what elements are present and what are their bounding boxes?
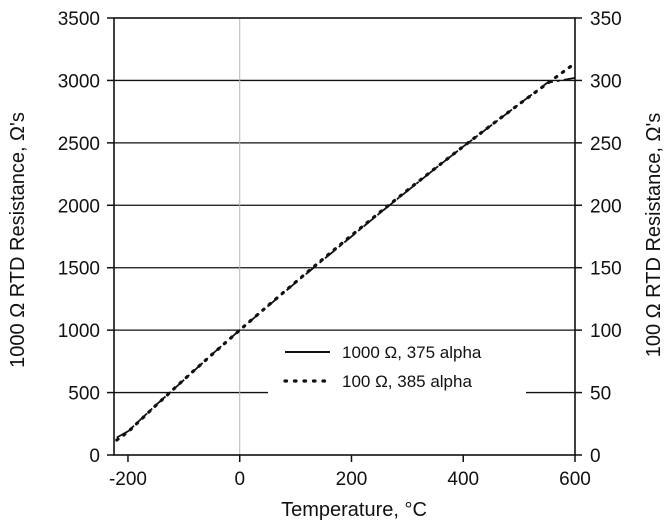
x-tick-label-0: 0 [234,469,245,490]
left-tick-label-1000: 1000 [58,321,100,342]
legend-label-1000-ohm: 1000 Ω, 375 alpha [342,343,482,362]
x-axis-title: Temperature, °C [281,499,427,521]
right-tick-label-0: 0 [590,446,601,467]
right-tick-label-150: 150 [590,259,622,280]
gridlines [114,79,575,394]
series-lines [115,61,577,442]
right-tick-label-250: 250 [590,134,622,155]
plot-frame [113,17,576,456]
left-tick-label-3500: 3500 [58,9,100,30]
left-tick-label-2500: 2500 [58,134,100,155]
left-tick-label-3000: 3000 [58,71,100,92]
legend-background [268,345,526,397]
x-tick-label-600: 600 [559,469,591,490]
legend: 1000 Ω, 375 alpha 100 Ω, 385 alpha [268,343,526,397]
right-tick-label-200: 200 [590,196,622,217]
right-y-axis-title: 100 Ω RTD Resistance, Ω's [643,113,665,358]
left-tick-label-1500: 1500 [58,259,100,280]
legend-label-100-ohm: 100 Ω, 385 alpha [342,372,472,391]
left-tick-label-0: 0 [89,446,100,467]
right-tick-label-50: 50 [590,384,611,405]
tick-labels: 0500100015002000250030003500050100150200… [58,9,622,490]
right-tick-label-100: 100 [590,321,622,342]
series-line-1 [115,61,577,442]
left-y-axis-title: 1000 Ω RTD Resistance, Ω's [7,112,29,368]
left-tick-label-2000: 2000 [58,196,100,217]
axes [107,17,582,462]
x-tick-label--200: -200 [109,469,147,490]
left-tick-label-500: 500 [68,384,100,405]
x-tick-label-200: 200 [336,469,368,490]
right-tick-label-300: 300 [590,71,622,92]
right-tick-label-350: 350 [590,9,622,30]
x-tick-label-400: 400 [447,469,479,490]
